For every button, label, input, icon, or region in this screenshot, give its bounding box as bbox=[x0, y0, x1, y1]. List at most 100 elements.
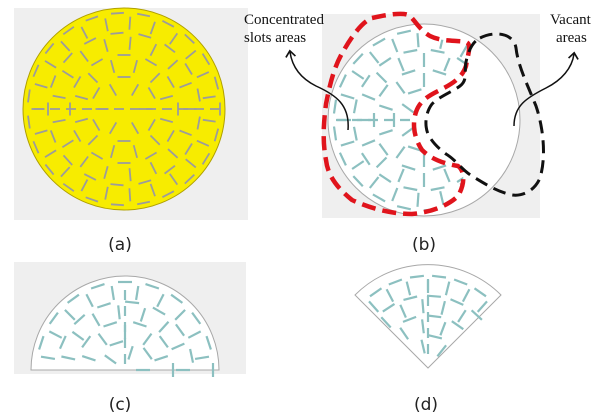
tangential-slot bbox=[402, 315, 417, 323]
tangential-slot bbox=[73, 75, 82, 89]
tangential-slot bbox=[428, 334, 443, 340]
radial-slot bbox=[174, 309, 186, 321]
radial-slot bbox=[395, 81, 406, 94]
panel-d bbox=[354, 264, 502, 369]
tangential-slot bbox=[352, 99, 358, 114]
radial-slot bbox=[149, 72, 161, 84]
radial-slot bbox=[48, 330, 63, 339]
radial-slot bbox=[401, 103, 415, 114]
tangential-slot bbox=[144, 58, 158, 67]
concentrated-area-boundary bbox=[321, 11, 472, 217]
tangential-slot bbox=[369, 287, 383, 298]
panel-b: Concentrated slots areas Vacant areas bbox=[244, 11, 592, 218]
radial-slot bbox=[397, 168, 405, 183]
tangential-slot bbox=[332, 99, 338, 114]
tangential-slot bbox=[62, 26, 75, 36]
radial-slot bbox=[61, 139, 74, 148]
radial-slot bbox=[110, 59, 116, 74]
tangential-slot bbox=[403, 48, 418, 54]
radial-slot bbox=[457, 309, 467, 323]
radial-slot bbox=[149, 134, 161, 146]
tangential-slot bbox=[90, 58, 104, 67]
disk-slots bbox=[27, 11, 221, 207]
radial-slot bbox=[87, 134, 99, 146]
tangential-slot bbox=[372, 37, 386, 47]
radial-slot bbox=[351, 160, 365, 170]
tangential-slot bbox=[360, 152, 371, 166]
radial-slot bbox=[443, 57, 451, 72]
tangential-slot bbox=[92, 118, 101, 132]
tangential-slot bbox=[85, 15, 99, 22]
radial-slot bbox=[399, 327, 410, 340]
tangential-slot bbox=[338, 152, 347, 166]
half-disk-slots bbox=[38, 280, 215, 377]
tangential-slot bbox=[38, 335, 45, 350]
tangential-slot bbox=[32, 140, 40, 154]
tangential-slot bbox=[184, 143, 193, 155]
tangential-slot bbox=[372, 193, 386, 203]
radial-slot bbox=[149, 183, 156, 197]
tangential-slot bbox=[378, 143, 389, 156]
tangential-slot bbox=[90, 283, 105, 290]
radial-slot bbox=[391, 187, 399, 202]
radial-slot bbox=[159, 117, 174, 123]
tangential-slot bbox=[83, 173, 97, 181]
tangential-slot bbox=[49, 75, 57, 88]
radial-slot bbox=[40, 355, 56, 360]
tangential-slot bbox=[137, 200, 151, 206]
tangential-slot bbox=[332, 126, 338, 141]
radial-slot bbox=[368, 300, 380, 313]
tangential-slot bbox=[184, 33, 195, 44]
radial-slot bbox=[60, 166, 71, 178]
tangential-slot bbox=[144, 151, 158, 160]
tangential-slot bbox=[360, 74, 371, 88]
tangential-slot bbox=[62, 182, 75, 192]
tangential-slot bbox=[352, 52, 364, 65]
tangential-slot bbox=[201, 152, 211, 165]
radial-slot bbox=[74, 117, 89, 123]
caption-b: (b) bbox=[412, 235, 436, 255]
radial-slot bbox=[80, 26, 89, 39]
tangential-slot bbox=[189, 348, 195, 363]
tangential-slot bbox=[166, 129, 175, 143]
radial-slot bbox=[385, 288, 395, 303]
radial-slot bbox=[128, 168, 132, 182]
tangential-slot bbox=[49, 130, 57, 143]
tangential-slot bbox=[432, 69, 447, 76]
tangential-slot bbox=[431, 274, 447, 279]
radial-slot bbox=[202, 95, 216, 100]
radial-slot bbox=[397, 57, 405, 72]
tangential-slot bbox=[27, 89, 31, 103]
radial-slot bbox=[149, 21, 156, 35]
radial-slot bbox=[169, 32, 179, 45]
radial-slot bbox=[128, 36, 132, 50]
radial-slot bbox=[420, 339, 426, 354]
tangential-slot bbox=[401, 69, 416, 76]
tangential-slot bbox=[166, 75, 175, 89]
tangential-slot bbox=[110, 31, 124, 35]
tangential-slot bbox=[432, 164, 447, 171]
tangential-slot bbox=[378, 84, 389, 97]
tangential-slot bbox=[62, 52, 73, 64]
tangential-slot bbox=[352, 175, 364, 188]
tangential-slot bbox=[138, 33, 152, 39]
radial-slot bbox=[459, 44, 469, 58]
radial-slot bbox=[380, 316, 392, 329]
tangential-slot bbox=[338, 74, 347, 88]
tangential-slot bbox=[403, 186, 418, 192]
radial-slot bbox=[52, 94, 66, 99]
radial-slot bbox=[87, 72, 99, 84]
radial-slot bbox=[340, 93, 355, 100]
panel-c bbox=[14, 262, 246, 377]
tangential-slot bbox=[44, 163, 55, 176]
radial-slot bbox=[132, 59, 138, 74]
radial-slot bbox=[340, 140, 355, 147]
radial-slot bbox=[171, 342, 185, 351]
tangential-slot bbox=[407, 88, 422, 95]
tangential-slot bbox=[142, 347, 153, 360]
tangential-slot bbox=[109, 340, 124, 347]
tangential-slot bbox=[427, 314, 442, 319]
radial-slot bbox=[361, 93, 376, 101]
radial-slot bbox=[79, 50, 89, 63]
tangential-slot bbox=[110, 203, 124, 207]
